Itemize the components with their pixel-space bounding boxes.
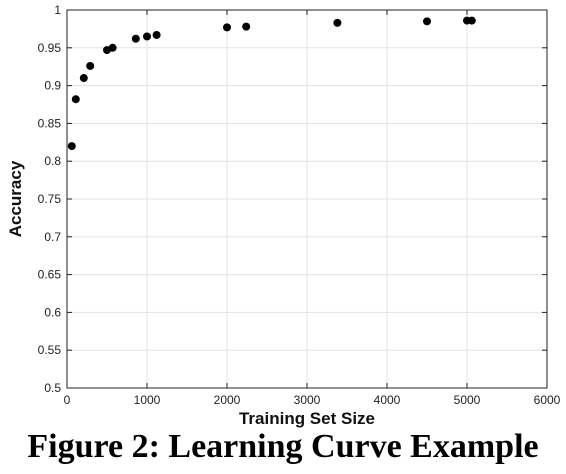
y-tick-label: 0.9 [44, 79, 61, 93]
data-point [423, 17, 431, 26]
learning-curve-chart: 0 1000 2000 3000 4000 5000 6000 0.5 0.55 0.6 0.65 0… [6, 3, 561, 428]
figure-caption: Figure 2: Learning Curve Example [27, 428, 539, 465]
y-tick-label: 0.6 [44, 305, 61, 319]
x-tick-label: 5000 [454, 393, 481, 407]
data-point [223, 23, 231, 32]
data-point [71, 95, 80, 104]
x-axis-title: Training Set Size [239, 409, 375, 428]
x-tick-label: 0 [64, 393, 71, 407]
data-point [467, 16, 476, 25]
y-tick-label: 0.55 [38, 343, 62, 357]
y-tick-label: 0.5 [44, 381, 61, 395]
x-tick-label: 1000 [134, 393, 161, 407]
data-points [67, 16, 476, 151]
y-tick-label: 0.65 [38, 268, 62, 282]
data-point [333, 18, 342, 27]
y-tick-label: 0.7 [44, 230, 61, 244]
grid-lines [66, 9, 548, 389]
axis-ticks: 0 1000 2000 3000 4000 5000 6000 0.5 0.55 0.6 0.65 0… [38, 3, 561, 407]
y-tick-label: 0.95 [38, 41, 62, 55]
data-point [67, 142, 76, 151]
data-point [86, 61, 95, 70]
y-tick-label: 1 [54, 3, 61, 17]
data-point [108, 43, 117, 52]
x-tick-label: 3000 [294, 393, 321, 407]
data-point [143, 32, 151, 41]
y-tick-label: 0.8 [44, 154, 61, 168]
x-tick-label: 2000 [214, 393, 241, 407]
y-axis-title: Accuracy [6, 160, 25, 237]
data-point [242, 22, 251, 31]
data-point [131, 34, 140, 43]
x-tick-label: 6000 [534, 393, 561, 407]
x-tick-label: 4000 [374, 393, 401, 407]
data-point [152, 30, 161, 39]
data-point [79, 74, 88, 83]
y-tick-label: 0.85 [38, 116, 62, 130]
y-tick-label: 0.75 [38, 192, 62, 206]
